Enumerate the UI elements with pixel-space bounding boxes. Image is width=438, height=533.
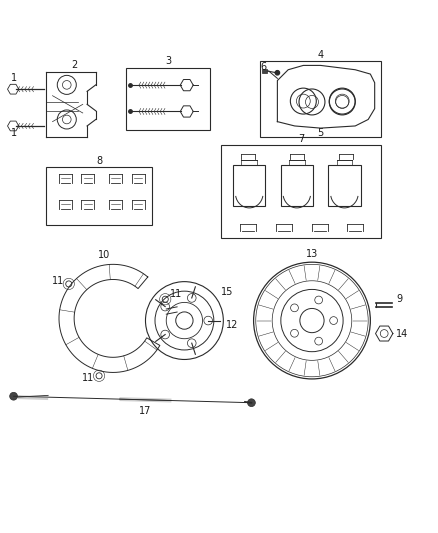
Text: 4: 4	[318, 50, 324, 60]
Bar	[281, 165, 313, 206]
Circle shape	[275, 70, 279, 75]
Text: 1: 1	[11, 74, 17, 83]
Bar	[260, 61, 381, 137]
Bar	[221, 146, 381, 238]
Text: 5: 5	[318, 128, 324, 138]
Text: 17: 17	[139, 406, 152, 416]
Text: 7: 7	[298, 134, 304, 144]
Text: 15: 15	[221, 287, 233, 297]
Bar	[46, 167, 152, 225]
Circle shape	[247, 399, 255, 407]
Bar	[328, 165, 360, 206]
Text: 1: 1	[11, 128, 17, 138]
Text: 6: 6	[260, 62, 266, 72]
Text: 14: 14	[396, 328, 409, 338]
Bar	[126, 68, 210, 130]
Text: 10: 10	[98, 250, 110, 260]
Text: 11: 11	[52, 276, 64, 286]
Text: 12: 12	[226, 320, 238, 330]
Text: 9: 9	[396, 294, 403, 304]
Text: 3: 3	[165, 56, 171, 66]
Bar	[233, 165, 265, 206]
Circle shape	[10, 392, 18, 400]
Text: 13: 13	[306, 248, 318, 259]
Text: 8: 8	[96, 156, 102, 166]
Text: 2: 2	[71, 60, 77, 69]
Bar	[262, 69, 268, 73]
Text: 11: 11	[82, 374, 94, 383]
Text: 11: 11	[170, 288, 182, 298]
